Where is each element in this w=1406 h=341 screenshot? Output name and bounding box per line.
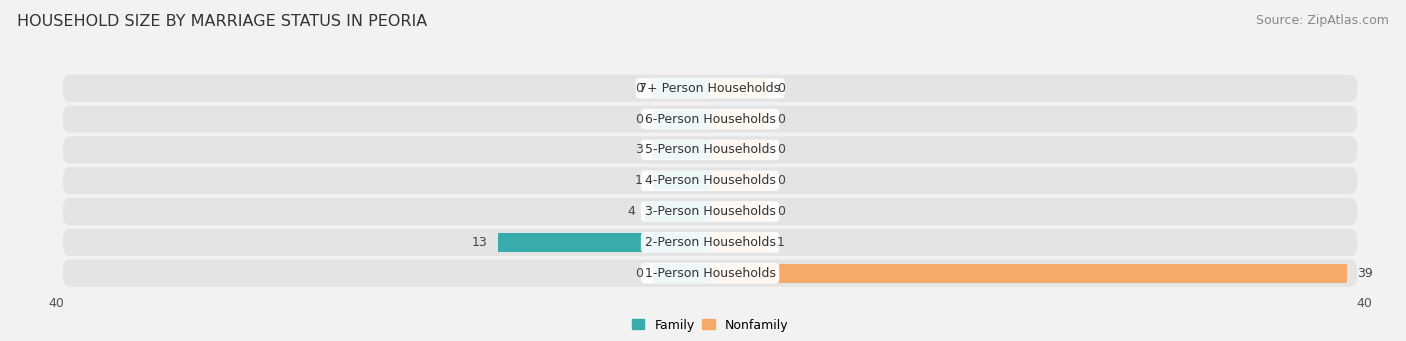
Text: 0: 0 xyxy=(778,82,785,95)
Text: 4: 4 xyxy=(627,205,636,218)
Text: 0: 0 xyxy=(778,205,785,218)
Bar xyxy=(652,140,710,160)
Text: 1: 1 xyxy=(778,236,785,249)
Bar xyxy=(644,202,710,221)
Bar xyxy=(710,171,768,190)
Text: 0: 0 xyxy=(636,113,643,125)
Text: 39: 39 xyxy=(1357,267,1374,280)
Bar xyxy=(710,202,768,221)
Legend: Family, Nonfamily: Family, Nonfamily xyxy=(627,313,793,337)
FancyBboxPatch shape xyxy=(63,198,1357,225)
Text: 0: 0 xyxy=(636,267,643,280)
Text: 6-Person Households: 6-Person Households xyxy=(644,113,776,125)
Text: 3-Person Households: 3-Person Households xyxy=(644,205,776,218)
Bar xyxy=(652,264,710,283)
Bar xyxy=(710,140,768,160)
Text: Source: ZipAtlas.com: Source: ZipAtlas.com xyxy=(1256,14,1389,27)
Text: HOUSEHOLD SIZE BY MARRIAGE STATUS IN PEORIA: HOUSEHOLD SIZE BY MARRIAGE STATUS IN PEO… xyxy=(17,14,427,29)
Bar xyxy=(498,233,710,252)
FancyBboxPatch shape xyxy=(63,105,1357,133)
FancyBboxPatch shape xyxy=(63,167,1357,194)
Text: 0: 0 xyxy=(778,113,785,125)
Text: 7+ Person Households: 7+ Person Households xyxy=(640,82,780,95)
FancyBboxPatch shape xyxy=(63,75,1357,102)
FancyBboxPatch shape xyxy=(63,136,1357,163)
FancyBboxPatch shape xyxy=(63,229,1357,256)
Bar xyxy=(652,109,710,129)
Text: 0: 0 xyxy=(778,144,785,157)
Bar xyxy=(710,109,768,129)
Text: 3: 3 xyxy=(636,144,643,157)
Text: 0: 0 xyxy=(778,174,785,187)
Bar xyxy=(710,233,768,252)
Text: 13: 13 xyxy=(472,236,488,249)
Bar xyxy=(710,79,768,98)
Text: 4-Person Households: 4-Person Households xyxy=(644,174,776,187)
Text: 2-Person Households: 2-Person Households xyxy=(644,236,776,249)
Text: 5-Person Households: 5-Person Households xyxy=(644,144,776,157)
Bar xyxy=(710,264,1347,283)
Text: 1-Person Households: 1-Person Households xyxy=(644,267,776,280)
Text: 1: 1 xyxy=(636,174,643,187)
FancyBboxPatch shape xyxy=(63,260,1357,287)
Text: 0: 0 xyxy=(636,82,643,95)
Bar xyxy=(652,79,710,98)
Bar xyxy=(652,171,710,190)
